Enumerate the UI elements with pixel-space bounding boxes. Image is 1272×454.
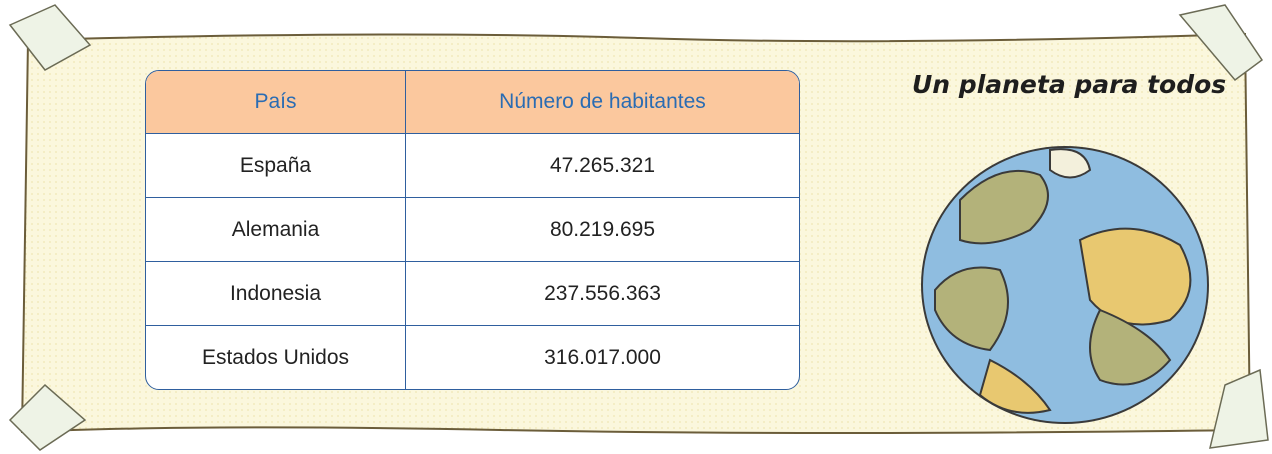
header-row: País Número de habitantes [146, 71, 799, 133]
table-row: Estados Unidos 316.017.000 [146, 325, 799, 389]
table-cell: 47.265.321 [549, 153, 656, 177]
population-table: País Número de habitantes España 47.265.321… [145, 70, 800, 390]
globe [921, 146, 1209, 424]
title: Un planeta para todos [912, 70, 1227, 99]
table-cell: Estados Unidos [146, 326, 406, 389]
table-cell: 316.017.000 [544, 345, 661, 369]
table-row: España 47.265.321 [146, 133, 799, 197]
table-cell: 237.556.363 [544, 281, 661, 305]
table-cell: Alemania [146, 198, 406, 261]
table-row: Alemania 80.219.695 [146, 197, 799, 261]
table-cell: Indonesia [146, 262, 406, 325]
header-cell: Número de habitantes [499, 90, 706, 113]
table-row: Indonesia 237.556.363 [146, 261, 799, 325]
tape [8, 4, 1269, 451]
table-cell: España [146, 134, 406, 197]
table-cell: 80.219.695 [549, 217, 656, 241]
header-cell: País [146, 71, 406, 133]
